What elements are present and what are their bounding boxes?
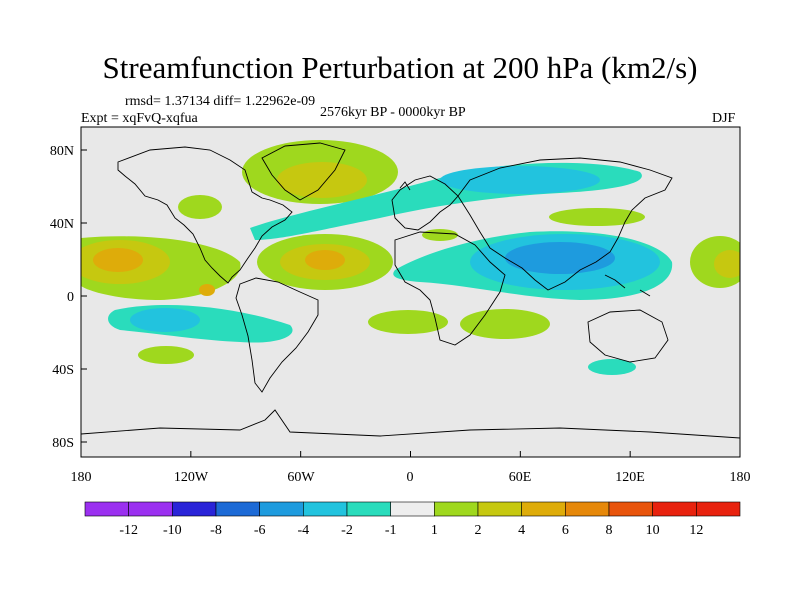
anomaly-sind-low	[588, 359, 636, 375]
period-label: 2576kyr BP - 0000kyr BP	[320, 105, 466, 120]
colorbar-swatch	[565, 501, 610, 517]
colorbar-label: 8	[606, 523, 613, 538]
colorbar-swatch	[390, 501, 435, 517]
lat-label: 40N	[50, 217, 74, 232]
latitude-axis: 80N 40N 0 40S 80S	[50, 144, 87, 451]
coast-africa	[394, 231, 506, 346]
colorbar-swatch	[521, 501, 566, 517]
colorbar-label: 6	[562, 523, 569, 538]
colorbar-swatch	[303, 501, 348, 517]
lat-label: 80S	[52, 436, 74, 451]
colorbar-label: -1	[385, 523, 397, 538]
colorbar-swatch	[346, 501, 391, 517]
colorbar-swatch	[434, 501, 479, 517]
coast-australia	[587, 309, 669, 363]
lon-label: 180	[730, 470, 751, 485]
colorbar-swatch	[652, 501, 697, 517]
coast-islands-uk	[399, 181, 411, 191]
anomaly-spac-high	[138, 346, 194, 364]
lon-label: 120E	[615, 470, 645, 485]
lon-label: 0	[407, 470, 414, 485]
coast-greenland	[261, 142, 346, 201]
anomaly-cpac-high-core	[93, 248, 143, 272]
colorbar-swatch	[172, 501, 217, 517]
anomaly-spac-low-core	[130, 308, 200, 332]
colorbar-swatch	[696, 501, 741, 517]
coast-north-america	[117, 146, 293, 284]
colorbar-swatch	[259, 501, 304, 517]
anomaly-npac-high	[549, 208, 645, 226]
colorbar-label: 10	[646, 523, 660, 538]
colorbar-label: -12	[119, 523, 138, 538]
coastlines	[81, 142, 740, 439]
colorbar-swatch	[477, 501, 522, 517]
colorbar-label: -10	[163, 523, 182, 538]
colorbar-label: 1	[431, 523, 438, 538]
colorbar-label: 4	[518, 523, 525, 538]
colorbar	[84, 501, 741, 517]
anomaly-catl-high-core	[305, 250, 345, 270]
colorbar-swatch	[128, 501, 173, 517]
plot-area	[80, 126, 741, 458]
longitude-axis: 180 120W 60W 0 60E 120E 180	[71, 451, 751, 485]
coast-asia	[457, 157, 673, 291]
colorbar-label: -8	[210, 523, 222, 538]
lon-label: 120W	[174, 470, 209, 485]
colorbar-label: -4	[297, 523, 309, 538]
anomaly-satl-high	[368, 310, 448, 334]
colorbar-label: 12	[689, 523, 703, 538]
anomaly-nepac-high	[178, 195, 222, 219]
anomaly-siberian-low-core	[440, 166, 600, 194]
season-label: DJF	[712, 111, 736, 126]
anomaly-med-high	[422, 229, 458, 241]
experiment-label: Expt = xqFvQ-xqfua	[81, 111, 198, 126]
lat-label: 80N	[50, 144, 74, 159]
anomaly-dateline-high-core	[714, 250, 740, 278]
colorbar-label: -2	[341, 523, 353, 538]
anomaly-field	[81, 140, 740, 375]
colorbar-swatch	[84, 501, 129, 517]
anomaly-small-high	[199, 284, 215, 296]
colorbar-labels: -12 -10 -8 -6 -4 -2 -1 1 2 4 6 8 10 12	[119, 523, 703, 538]
lon-label: 60E	[509, 470, 532, 485]
anomaly-sind-high	[460, 309, 550, 339]
lon-label: 60W	[287, 470, 315, 485]
colorbar-label: 2	[475, 523, 482, 538]
plot-title: Streamfunction Perturbation at 200 hPa (…	[102, 50, 698, 85]
coast-south-america	[235, 277, 319, 393]
colorbar-label: -6	[254, 523, 266, 538]
coast-europe	[391, 175, 459, 231]
lon-label: 180	[71, 470, 92, 485]
coast-antarctica	[81, 409, 740, 439]
anomaly-greenland-high-core	[277, 162, 367, 198]
stats-text: rmsd= 1.37134 diff= 1.22962e-09	[125, 94, 316, 109]
coast-islands-pacific	[604, 274, 651, 297]
colorbar-swatch	[215, 501, 260, 517]
lat-label: 0	[67, 290, 74, 305]
anomaly-asian-low-core	[505, 242, 615, 274]
colorbar-swatch	[608, 501, 653, 517]
lat-label: 40S	[52, 363, 74, 378]
